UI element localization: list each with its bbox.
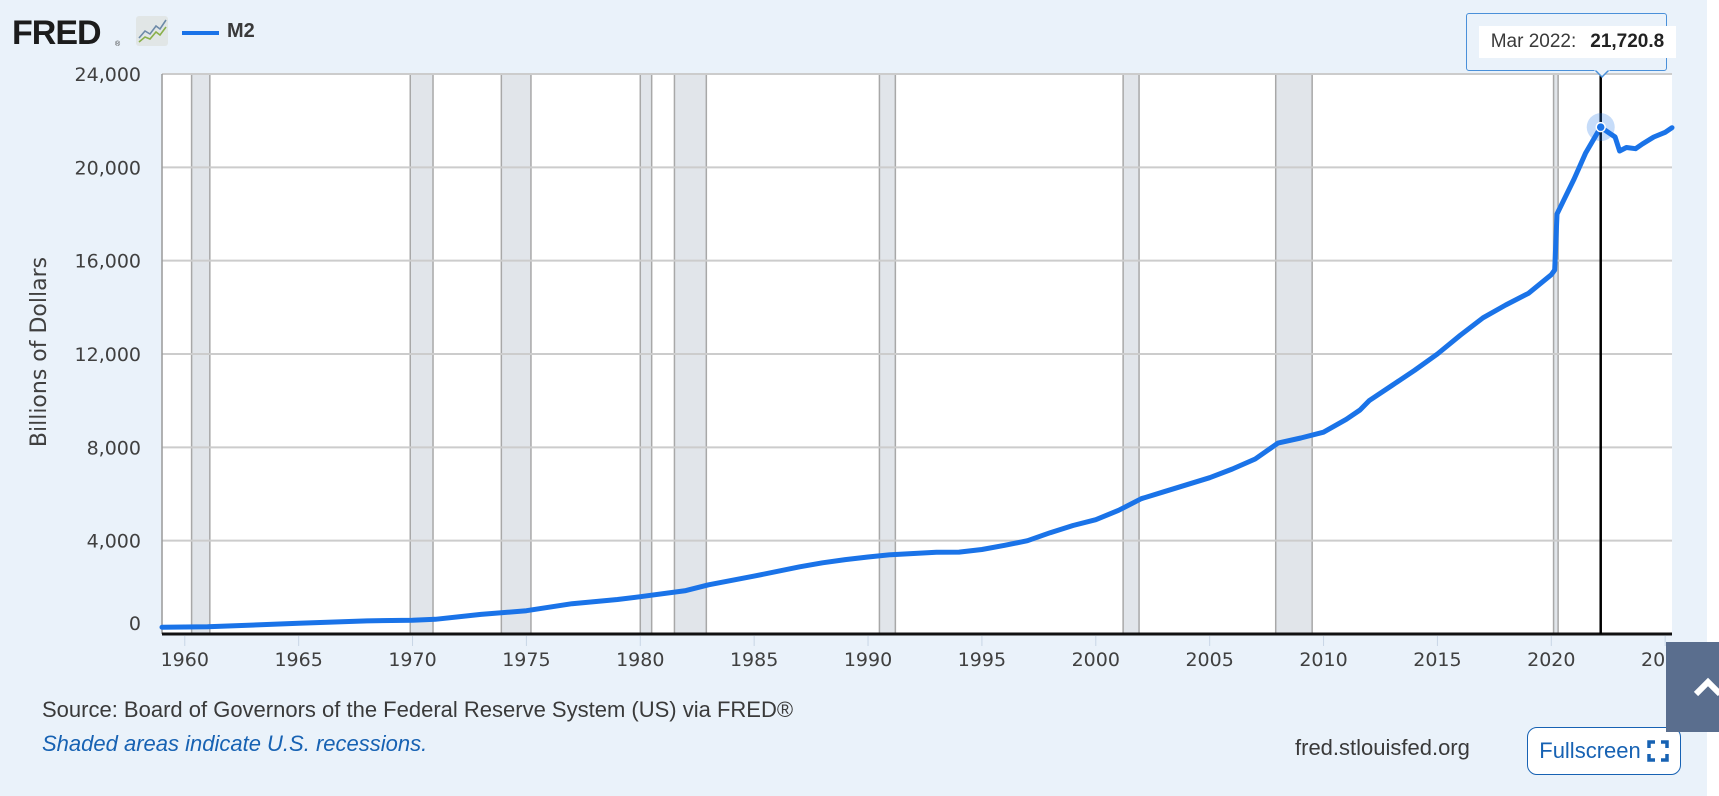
y-axis-labels: 0 4,000 8,000 12,000 16,000 20,000 24,000	[75, 64, 141, 635]
x-tick-label: 2010	[1299, 649, 1347, 671]
x-tick-label: 2000	[1072, 649, 1120, 671]
y-tick-label: 12,000	[75, 344, 141, 366]
series-layer	[159, 124, 1675, 630]
tooltip-body: Mar 2022: 21,720.8	[1478, 26, 1677, 58]
legend-label[interactable]: M2	[227, 20, 255, 42]
x-tick-label: 1995	[958, 649, 1006, 671]
tooltip-value: 21,720.8	[1590, 31, 1665, 52]
chart-line-icon	[136, 16, 168, 46]
x-tick-label: 1980	[616, 649, 664, 671]
fred-logo[interactable]: FRED	[12, 14, 102, 52]
x-tick-label: 2005	[1185, 649, 1233, 671]
fullscreen-button[interactable]: Fullscreen	[1527, 727, 1681, 775]
x-tick-label: 1960	[161, 649, 209, 671]
highlight-layer	[1586, 74, 1615, 634]
x-axis-labels: 1960 1965 1970 1975 1980 1985 1990 1995 2000 2005…	[161, 636, 1689, 671]
x-tick-label: 1970	[388, 649, 436, 671]
y-tick-label: 0	[129, 613, 141, 635]
y-tick-label: 4,000	[87, 531, 141, 553]
scroll-to-top-button[interactable]	[1666, 642, 1719, 732]
x-tick-label: 2015	[1413, 649, 1461, 671]
fullscreen-label: Fullscreen	[1539, 738, 1641, 763]
y-tick-label: 16,000	[75, 251, 141, 273]
x-tick-label: 1985	[730, 649, 778, 671]
tooltip-pointer	[1593, 69, 1610, 79]
x-tick-label: 1965	[274, 649, 322, 671]
tooltip-date: Mar 2022:	[1490, 31, 1577, 52]
chevron-up-icon	[1693, 677, 1719, 697]
x-tick-label: 1975	[502, 649, 550, 671]
y-tick-label: 24,000	[75, 64, 141, 86]
site-link[interactable]: fred.stlouisfed.org	[1295, 735, 1470, 760]
series-line-m2	[159, 124, 1675, 630]
x-tick-label: 1990	[844, 649, 892, 671]
y-tick-label: 20,000	[75, 157, 141, 179]
value-tooltip: Mar 2022: 21,720.8	[1465, 13, 1677, 79]
x-tick-label: 2020	[1527, 649, 1575, 671]
recession-note: Shaded areas indicate U.S. recessions.	[42, 731, 428, 756]
line-chart: 0 4,000 8,000 12,000 16,000 20,000 24,000 1960…	[27, 64, 1689, 671]
legend-swatch	[182, 31, 219, 35]
source-note: Source: Board of Governors of the Federa…	[42, 697, 794, 722]
registered-mark: ®	[115, 41, 121, 48]
expand-icon	[1646, 740, 1669, 762]
y-axis-title: Billions of Dollars	[27, 257, 52, 447]
y-tick-label: 8,000	[87, 437, 141, 459]
grid-layer	[161, 73, 1672, 636]
highlight-point	[1595, 121, 1606, 133]
